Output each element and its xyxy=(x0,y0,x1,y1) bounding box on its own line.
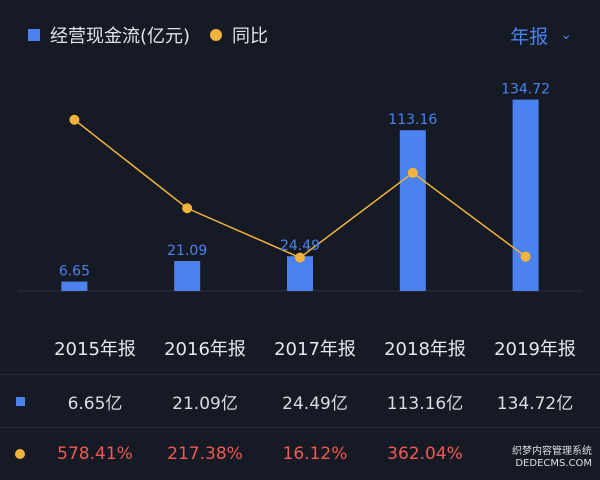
header-2018: 2018年报 xyxy=(384,339,466,360)
yoy-2018: 362.04% xyxy=(387,444,463,464)
data-table: 2015年报 2016年报 2017年报 2018年报 2019年报 6.65亿… xyxy=(0,322,600,480)
period-selector-label: 年报 xyxy=(510,25,549,48)
cashflow-2018: 113.16亿 xyxy=(386,393,464,414)
watermark-line2: DEDECMS.COM xyxy=(515,458,592,469)
yoy-point-2016年报 xyxy=(182,203,193,214)
period-selector[interactable]: 年报 ⌄ xyxy=(510,22,572,48)
bar-series-square-icon xyxy=(15,396,25,406)
bar-2015年报 xyxy=(61,281,88,291)
legend-yoy-label: 同比 xyxy=(232,26,269,47)
bar-label-2016年报: 21.09 xyxy=(167,243,207,259)
bar-label-2019年报: 134.72 xyxy=(501,82,550,98)
yoy-point-2019年报 xyxy=(520,251,531,262)
bar-label-2017年报: 24.49 xyxy=(280,238,320,254)
yoy-2015: 578.41% xyxy=(57,444,133,464)
table-row-yoy: 578.41% 217.38% 16.12% 362.04% xyxy=(0,427,600,480)
watermark: 织梦内容管理系统 DEDECMS.COM xyxy=(512,446,592,470)
yoy-point-2015年报 xyxy=(69,114,80,125)
bar-label-2018年报: 113.16 xyxy=(388,112,437,128)
bar-2019年报 xyxy=(512,99,539,291)
cashflow-2015: 6.65亿 xyxy=(67,393,123,414)
line-legend-dot-icon xyxy=(210,29,223,41)
cashflow-2019: 134.72亿 xyxy=(496,393,574,414)
table-header-row: 2015年报 2016年报 2017年报 2018年报 2019年报 xyxy=(0,322,600,374)
bar-legend-square-icon xyxy=(28,29,40,41)
table-row-cashflow: 6.65亿 21.09亿 24.49亿 113.16亿 134.72亿 xyxy=(0,374,600,427)
legend: 经营现金流(亿元) 同比 xyxy=(28,22,268,48)
yoy-2016: 217.38% xyxy=(167,444,243,464)
bar-label-2015年报: 6.65 xyxy=(59,264,90,280)
yoy-point-2018年报 xyxy=(407,167,418,178)
header-2017: 2017年报 xyxy=(274,339,356,360)
yoy-point-2017年报 xyxy=(295,252,305,263)
header-2016: 2016年报 xyxy=(164,339,246,360)
line-series-dot-icon xyxy=(15,449,25,459)
cashflow-2016: 21.09亿 xyxy=(172,393,238,414)
yoy-line xyxy=(73,119,527,259)
bar-2016年报 xyxy=(174,261,201,291)
header-2015: 2015年报 xyxy=(54,339,136,360)
chevron-down-icon: ⌄ xyxy=(560,27,572,43)
legend-cashflow-label: 经营现金流(亿元) xyxy=(50,26,191,47)
bar-2018年报 xyxy=(399,130,426,291)
watermark-line1: 织梦内容管理系统 xyxy=(512,446,592,457)
cashflow-2017: 24.49亿 xyxy=(282,393,348,414)
yoy-2017: 16.12% xyxy=(282,444,348,464)
header-2019: 2019年报 xyxy=(494,339,576,360)
cashflow-chart: 6.65 21.09 24.49 113.16 134.72 xyxy=(18,82,582,292)
